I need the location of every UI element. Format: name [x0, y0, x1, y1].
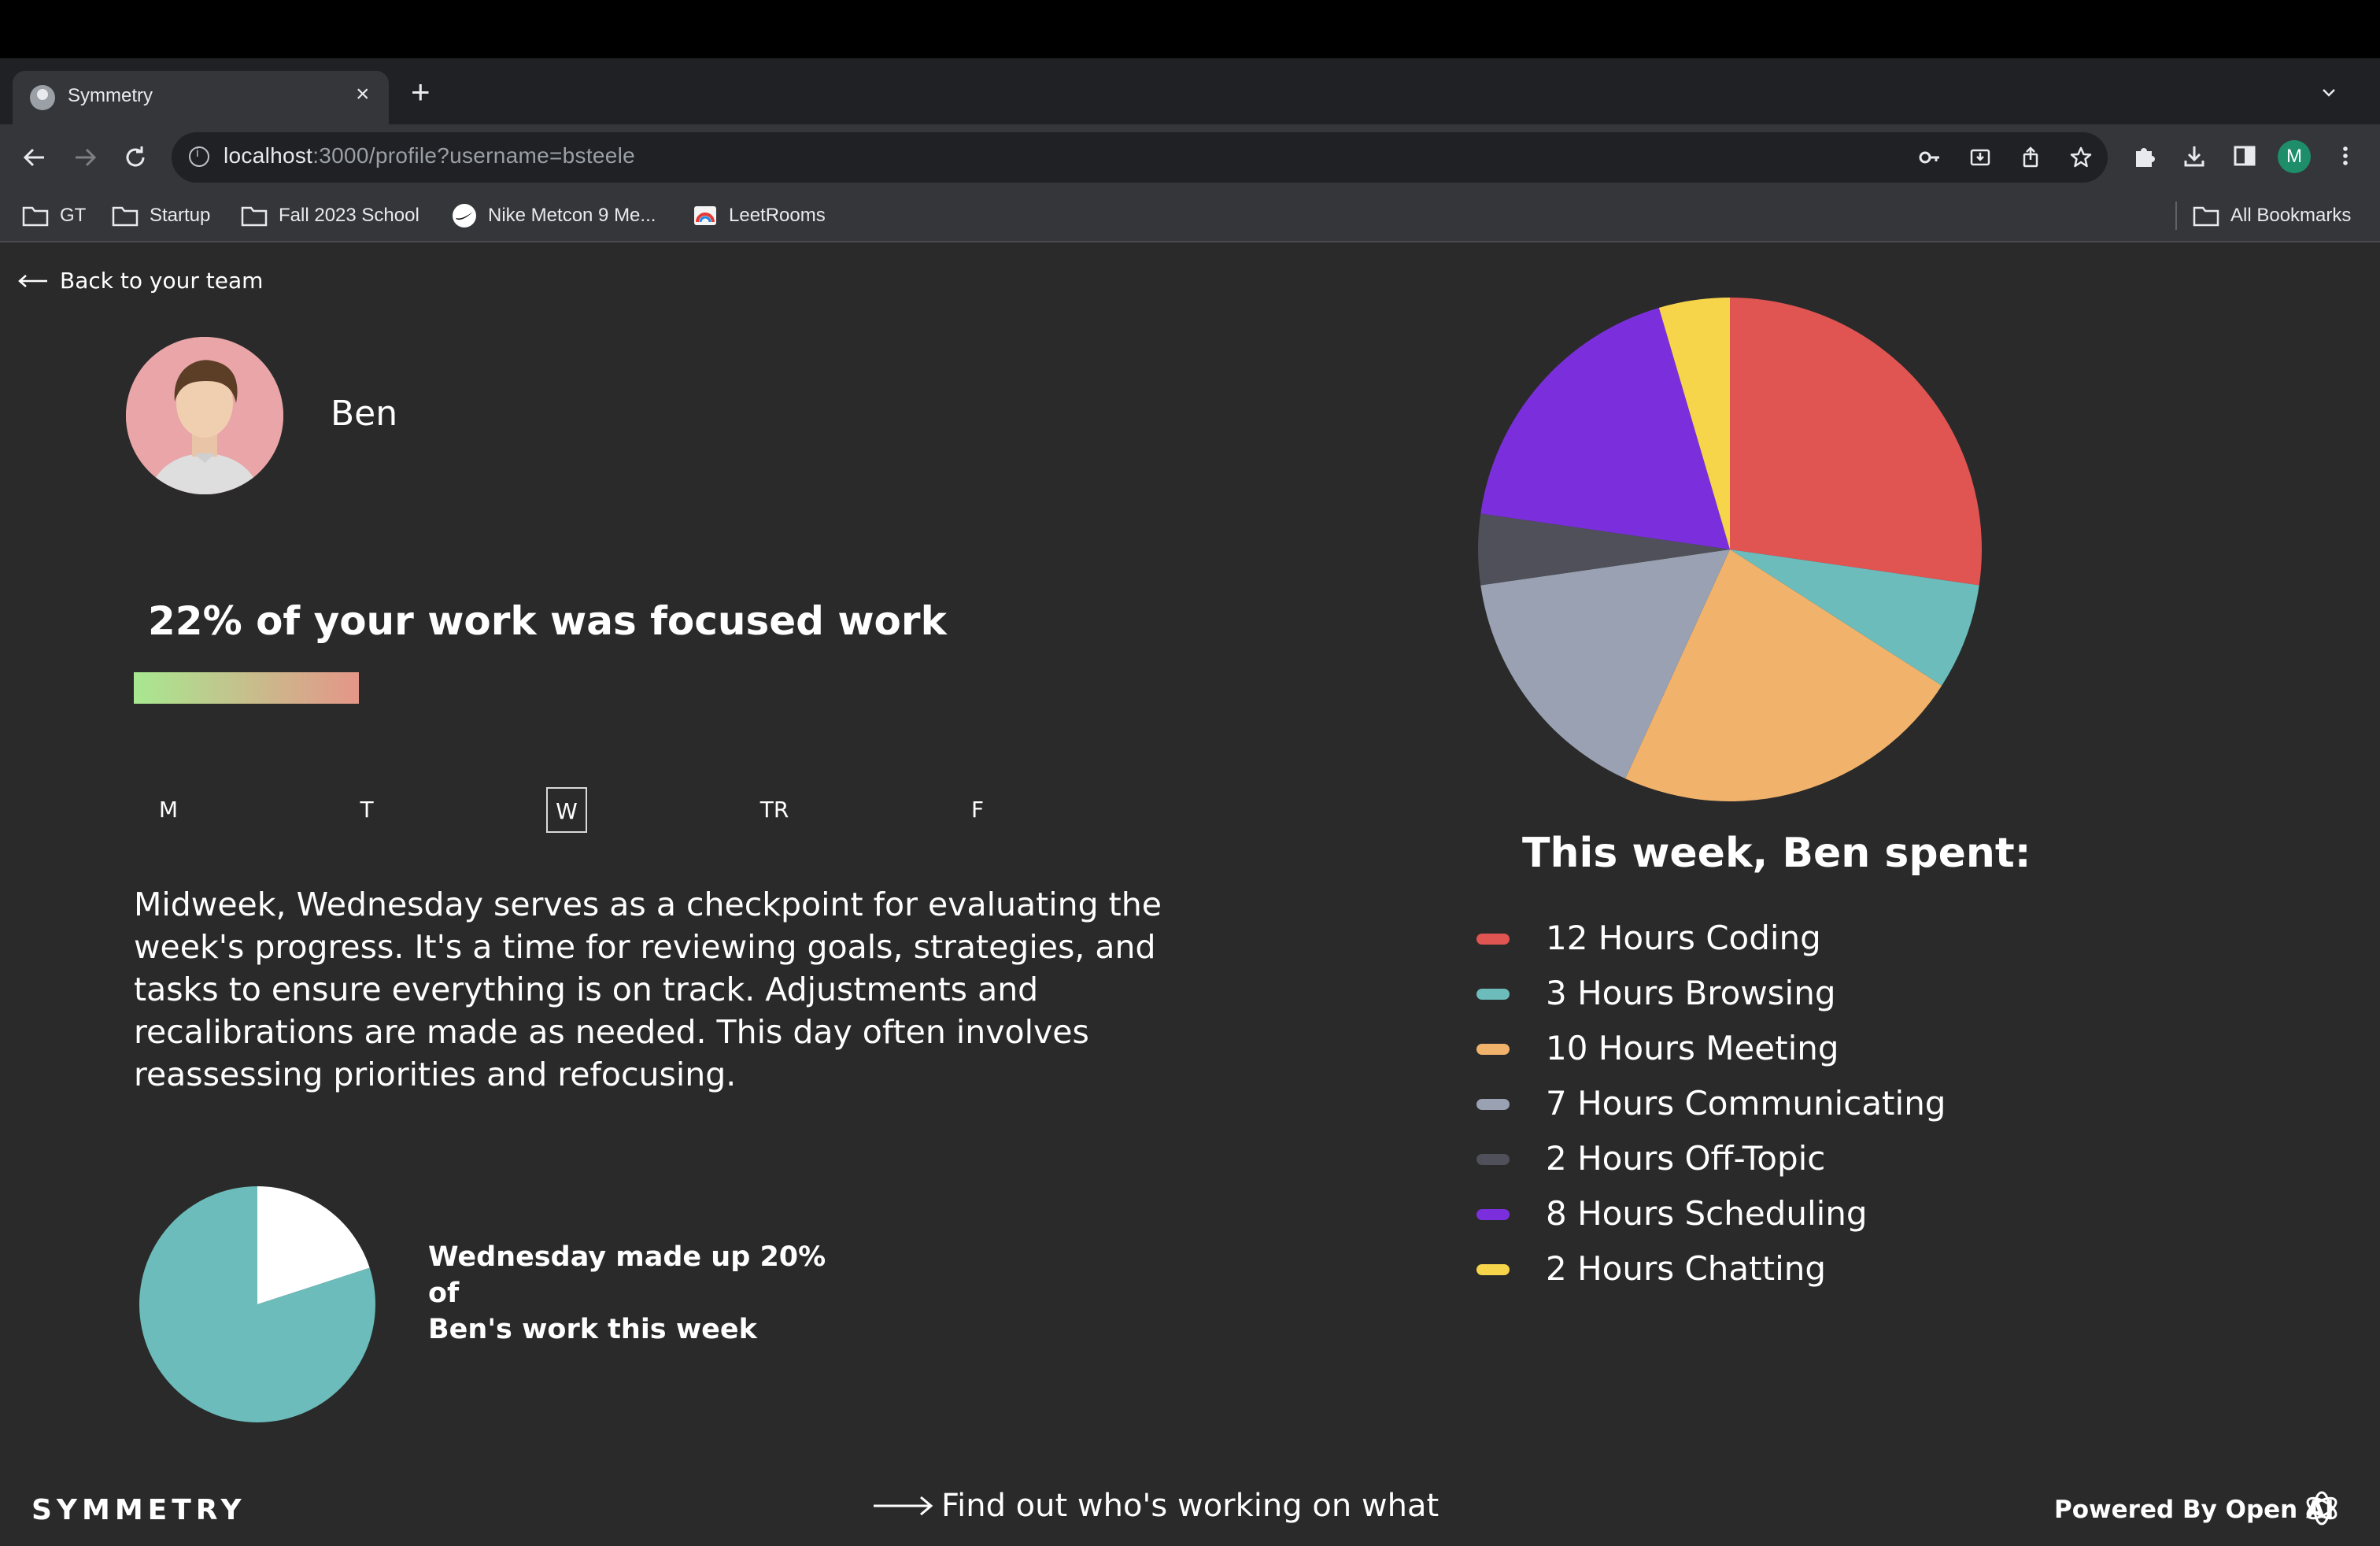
legend-item-communicating: 7 Hours Communicating	[1476, 1080, 1949, 1127]
find-out-link[interactable]: Find out who's working on what	[872, 1488, 1439, 1524]
favicon-icon	[30, 85, 55, 110]
legend-label: 8 Hours Scheduling	[1546, 1194, 1868, 1233]
day-tuesday[interactable]: T	[360, 797, 374, 823]
legend-swatch	[1476, 934, 1510, 945]
legend-item-meeting: 10 Hours Meeting	[1476, 1025, 1949, 1072]
install-app-icon[interactable]	[1968, 145, 1993, 170]
user-avatar-illustration	[126, 337, 283, 494]
legend-label: 7 Hours Communicating	[1546, 1084, 1946, 1123]
bookmark-divider	[2175, 202, 2177, 230]
day-share-line-2: Ben's work this week	[428, 1314, 757, 1345]
side-panel-icon[interactable]	[2230, 142, 2259, 170]
folder-icon	[2193, 206, 2219, 227]
bookmarks-bar: GT Startup Fall 2023 School Nike Metcon …	[0, 190, 2380, 242]
pie-slice-rest-of-week	[139, 1186, 376, 1422]
user-name: Ben	[331, 394, 398, 434]
legend-swatch	[1476, 1209, 1510, 1220]
downloads-icon[interactable]	[2180, 142, 2208, 170]
legend-swatch	[1476, 989, 1510, 1000]
legend-label: 3 Hours Browsing	[1546, 974, 1836, 1012]
focused-work-gradient-bar	[134, 672, 359, 704]
browser-toolbar: localhost:3000/profile?username=bsteele …	[0, 124, 2380, 190]
legend-label: 12 Hours Coding	[1546, 919, 1821, 957]
nike-swoosh-icon	[453, 204, 476, 227]
bookmark-fall-2023-school[interactable]: Fall 2023 School	[241, 203, 419, 228]
reload-icon[interactable]	[118, 140, 153, 175]
day-thursday[interactable]: TR	[759, 797, 789, 823]
browser-menu-icon[interactable]	[2331, 142, 2360, 170]
site-info-icon[interactable]	[189, 146, 209, 167]
bookmark-star-icon[interactable]	[2068, 145, 2094, 170]
day-wednesday[interactable]: W	[546, 787, 587, 833]
weekly-time-pie-chart	[1478, 297, 1982, 801]
browser-tab[interactable]: Symmetry ×	[13, 71, 389, 124]
new-tab-button[interactable]: +	[411, 73, 431, 110]
extensions-puzzle-icon[interactable]	[2130, 142, 2158, 170]
day-description: Midweek, Wednesday serves as a checkpoin…	[134, 886, 1162, 1093]
bookmark-nike-metcon[interactable]: Nike Metcon 9 Me...	[452, 203, 656, 228]
avatar	[126, 337, 283, 494]
legend-item-coding: 12 Hours Coding	[1476, 915, 1949, 962]
pie-slice-communicating	[1480, 549, 1730, 779]
legend-label: 2 Hours Off-Topic	[1546, 1139, 1826, 1178]
profile-avatar[interactable]: M	[2278, 140, 2311, 173]
pie-slice-wednesday	[257, 1186, 370, 1304]
find-out-link-label: Find out who's working on what	[941, 1488, 1439, 1524]
right-arrow-icon	[874, 1496, 933, 1516]
password-key-icon[interactable]	[1917, 145, 1942, 170]
legend-swatch	[1476, 1264, 1510, 1275]
legend-item-browsing: 3 Hours Browsing	[1476, 970, 1949, 1017]
legend-label: 10 Hours Meeting	[1546, 1029, 1839, 1067]
back-arrow-icon[interactable]	[17, 140, 52, 175]
os-menu-bar	[0, 0, 2380, 58]
tab-strip: Symmetry × +	[0, 58, 2380, 124]
legend-swatch	[1476, 1044, 1510, 1055]
pie-slice-off-topic	[1478, 513, 1730, 586]
day-friday[interactable]: F	[970, 797, 985, 823]
tab-title: Symmetry	[68, 85, 153, 106]
legend-item-scheduling: 8 Hours Scheduling	[1476, 1190, 1949, 1237]
forward-arrow-icon[interactable]	[68, 140, 102, 175]
bookmark-gt[interactable]: GT	[22, 203, 86, 228]
legend-item-off-topic: 2 Hours Off-Topic	[1476, 1135, 1949, 1182]
openai-logo-icon[interactable]	[2301, 1488, 2342, 1529]
bookmark-leetrooms[interactable]: LeetRooms	[693, 203, 826, 228]
legend-item-chatting: 2 Hours Chatting	[1476, 1245, 1949, 1293]
bookmark-all-bookmarks[interactable]: All Bookmarks	[2193, 203, 2351, 228]
focused-work-heading: 22% of your work was focused work	[148, 598, 947, 644]
folder-icon	[22, 206, 49, 227]
pie-slice-scheduling	[1480, 307, 1730, 549]
leetrooms-icon	[694, 206, 716, 225]
close-tab-icon[interactable]: ×	[356, 81, 370, 107]
brand-logo[interactable]: SYMMETRY	[31, 1494, 246, 1526]
tab-search-chevron-icon[interactable]	[2320, 83, 2338, 101]
folder-icon	[112, 206, 139, 227]
share-icon[interactable]	[2018, 145, 2043, 170]
pie-slice-meeting	[1625, 549, 1942, 801]
back-link-label: Back to your team	[60, 268, 264, 294]
address-bar[interactable]: localhost:3000/profile?username=bsteele	[172, 132, 2108, 183]
legend-swatch	[1476, 1099, 1510, 1110]
day-monday[interactable]: M	[158, 797, 179, 823]
back-to-team-link[interactable]: Back to your team	[17, 268, 263, 294]
pie-slice-coding	[1730, 297, 1982, 586]
url-text[interactable]: localhost:3000/profile?username=bsteele	[224, 143, 636, 168]
powered-by-label: Powered By Open AI	[2054, 1496, 2334, 1524]
day-share-label: Wednesday made up 20% of Ben's work this…	[428, 1239, 837, 1348]
left-arrow-icon	[18, 274, 47, 287]
pie-slice-chatting	[1658, 298, 1730, 549]
weekly-spent-heading: This week, Ben spent:	[1522, 830, 2031, 877]
day-share-line-1: Wednesday made up 20% of	[428, 1241, 826, 1309]
folder-icon	[241, 206, 268, 227]
bookmark-startup[interactable]: Startup	[112, 203, 210, 228]
legend-swatch	[1476, 1154, 1510, 1165]
day-share-pie-chart	[139, 1186, 376, 1422]
legend-label: 2 Hours Chatting	[1546, 1249, 1827, 1288]
pie-slice-browsing	[1730, 549, 1979, 686]
